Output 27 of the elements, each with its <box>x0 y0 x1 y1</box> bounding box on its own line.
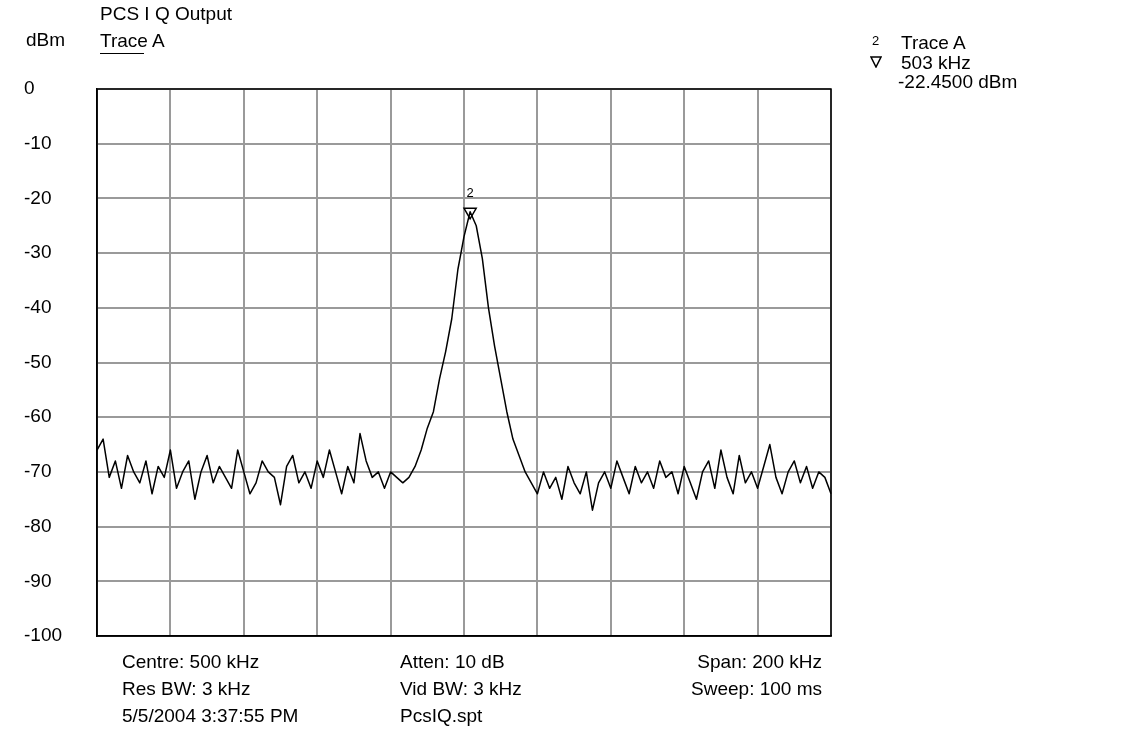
text: Trace A <box>901 32 966 53</box>
text: PcsIQ.spt <box>400 705 483 726</box>
y-tick-label: -50 <box>24 350 52 372</box>
text: 2 <box>872 33 880 48</box>
y-tick-label: -20 <box>24 186 52 208</box>
y-tick-label: -70 <box>24 460 52 482</box>
y-tick-label: -90 <box>24 569 52 591</box>
y-tick-label: -40 <box>24 296 52 318</box>
text: Res BW: 3 kHz <box>122 678 251 699</box>
y-tick-label: -60 <box>24 405 52 427</box>
text: 5/5/2004 3:37:55 PM <box>122 705 299 726</box>
text: Span: 200 kHz <box>697 651 822 672</box>
text: Vid BW: 3 kHz <box>400 678 522 699</box>
text: Centre: 500 kHz <box>122 651 260 672</box>
text: Trace A <box>100 30 165 51</box>
annotation: 2 <box>466 184 474 200</box>
y-tick-label: -30 <box>24 241 52 263</box>
text: Sweep: 100 ms <box>691 678 822 699</box>
y-tick-label: -80 <box>24 514 52 536</box>
text: Atten: 10 dB <box>400 651 505 672</box>
y-tick-label: -10 <box>24 131 52 153</box>
text: 503 kHz <box>901 52 971 73</box>
y-axis-title: dBm <box>26 29 66 50</box>
text: -22.4500 dBm <box>898 71 1018 92</box>
y-tick-label: -100 <box>24 624 63 646</box>
chart-title: PCS I Q Output <box>100 3 232 24</box>
y-tick-label: 0 <box>24 77 35 99</box>
